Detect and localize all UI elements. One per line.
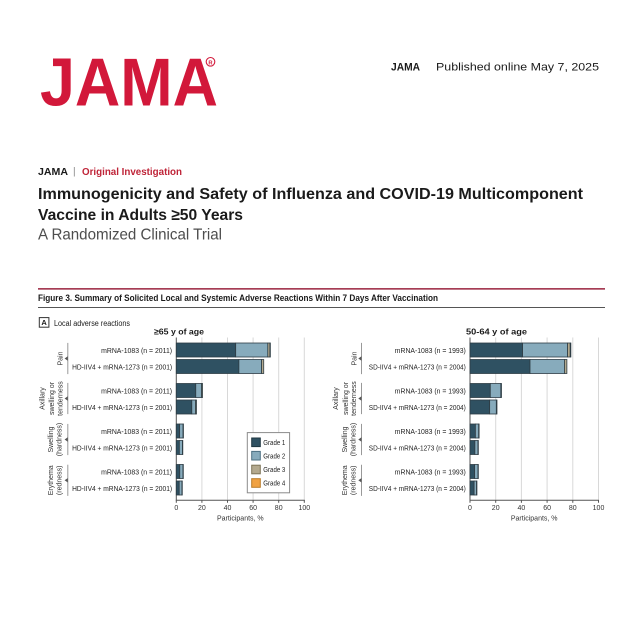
svg-text:swelling or: swelling or <box>49 381 56 415</box>
svg-text:40: 40 <box>224 505 232 512</box>
svg-text:Grade 3: Grade 3 <box>263 467 285 474</box>
svg-text:Vaccine in Adults ≥50 Years: Vaccine in Adults ≥50 Years <box>38 207 243 224</box>
svg-text:0: 0 <box>174 505 178 512</box>
svg-text:SD-IIV4 + mRNA-1273 (n = 2004): SD-IIV4 + mRNA-1273 (n = 2004) <box>369 405 466 412</box>
svg-text:mRNA-1083 (n = 2011): mRNA-1083 (n = 2011) <box>101 388 172 395</box>
svg-text:HD-IIV4 + mRNA-1273 (n = 2001): HD-IIV4 + mRNA-1273 (n = 2001) <box>72 405 172 412</box>
svg-text:Erythema: Erythema <box>48 465 55 495</box>
svg-text:SD-IIV4 + mRNA-1273 (n = 2004): SD-IIV4 + mRNA-1273 (n = 2004) <box>369 445 466 452</box>
svg-text:A: A <box>41 318 47 327</box>
svg-text:20: 20 <box>198 505 206 512</box>
svg-text:mRNA-1083 (n = 2011): mRNA-1083 (n = 2011) <box>101 469 172 476</box>
svg-text:HD-IIV4 + mRNA-1273 (n = 2001): HD-IIV4 + mRNA-1273 (n = 2001) <box>72 364 172 371</box>
svg-text:60: 60 <box>249 505 257 512</box>
svg-text:swelling or: swelling or <box>343 381 350 415</box>
svg-text:80: 80 <box>569 505 577 512</box>
svg-text:≥65 y of age: ≥65 y of age <box>154 327 204 337</box>
svg-text:HD-IIV4 + mRNA-1273 (n = 2001): HD-IIV4 + mRNA-1273 (n = 2001) <box>72 486 172 493</box>
svg-text:R: R <box>208 61 213 67</box>
svg-text:JAMA: JAMA <box>391 62 420 74</box>
svg-text:20: 20 <box>492 505 500 512</box>
svg-text:Immunogenicity and Safety of I: Immunogenicity and Safety of Influenza a… <box>38 186 584 203</box>
svg-text:Axillary: Axillary <box>39 387 46 410</box>
svg-text:HD-IIV4 + mRNA-1273 (n = 2001): HD-IIV4 + mRNA-1273 (n = 2001) <box>72 445 172 452</box>
svg-text:tenderness: tenderness <box>351 381 358 416</box>
svg-text:Pain: Pain <box>351 351 358 365</box>
svg-text:A Randomized Clinical Trial: A Randomized Clinical Trial <box>38 227 222 244</box>
svg-text:Original Investigation: Original Investigation <box>82 167 182 178</box>
svg-text:(redness): (redness) <box>350 466 357 496</box>
svg-text:tenderness: tenderness <box>57 381 64 416</box>
svg-text:Swelling: Swelling <box>342 426 349 452</box>
svg-text:Erythema: Erythema <box>342 465 349 495</box>
svg-text:Figure 3. Summary of Solicited: Figure 3. Summary of Solicited Local and… <box>38 293 438 303</box>
svg-text:SD-IIV4 + mRNA-1273 (n = 2004): SD-IIV4 + mRNA-1273 (n = 2004) <box>369 486 466 493</box>
svg-text:mRNA-1083 (n = 1993): mRNA-1083 (n = 1993) <box>395 348 466 355</box>
svg-text:mRNA-1083 (n = 1993): mRNA-1083 (n = 1993) <box>395 388 466 395</box>
svg-text:Swelling: Swelling <box>48 426 55 452</box>
svg-text:0: 0 <box>468 505 472 512</box>
svg-text:JAMA: JAMA <box>38 167 68 178</box>
svg-text:SD-IIV4 + mRNA-1273 (n = 2004): SD-IIV4 + mRNA-1273 (n = 2004) <box>369 364 466 371</box>
svg-text:Grade 1: Grade 1 <box>263 440 285 447</box>
svg-text:Participants, %: Participants, % <box>511 516 558 523</box>
svg-text:100: 100 <box>298 505 310 512</box>
svg-text:60: 60 <box>543 505 551 512</box>
svg-text:JAMA: JAMA <box>40 45 218 121</box>
svg-text:mRNA-1083 (n = 1993): mRNA-1083 (n = 1993) <box>395 469 466 476</box>
svg-text:Axillary: Axillary <box>333 387 340 410</box>
svg-text:mRNA-1083 (n = 2011): mRNA-1083 (n = 2011) <box>101 348 172 355</box>
svg-text:mRNA-1083 (n = 2011): mRNA-1083 (n = 2011) <box>101 429 172 436</box>
svg-text:80: 80 <box>275 505 283 512</box>
svg-text:40: 40 <box>518 505 526 512</box>
svg-text:(hardness): (hardness) <box>350 423 357 456</box>
svg-text:Local adverse reactions: Local adverse reactions <box>54 319 130 328</box>
svg-text:|: | <box>73 167 76 178</box>
svg-text:Participants, %: Participants, % <box>217 516 264 523</box>
svg-text:Pain: Pain <box>58 351 65 365</box>
svg-text:Grade 2: Grade 2 <box>263 453 285 460</box>
svg-text:Grade 4: Grade 4 <box>263 481 285 488</box>
svg-text:100: 100 <box>593 505 605 512</box>
svg-text:(redness): (redness) <box>57 466 64 496</box>
svg-text:Published online May 7, 2025: Published online May 7, 2025 <box>436 62 599 74</box>
svg-text:(hardness): (hardness) <box>57 423 64 456</box>
svg-text:mRNA-1083 (n = 1993): mRNA-1083 (n = 1993) <box>395 429 466 436</box>
svg-text:50-64 y of age: 50-64 y of age <box>466 327 527 337</box>
